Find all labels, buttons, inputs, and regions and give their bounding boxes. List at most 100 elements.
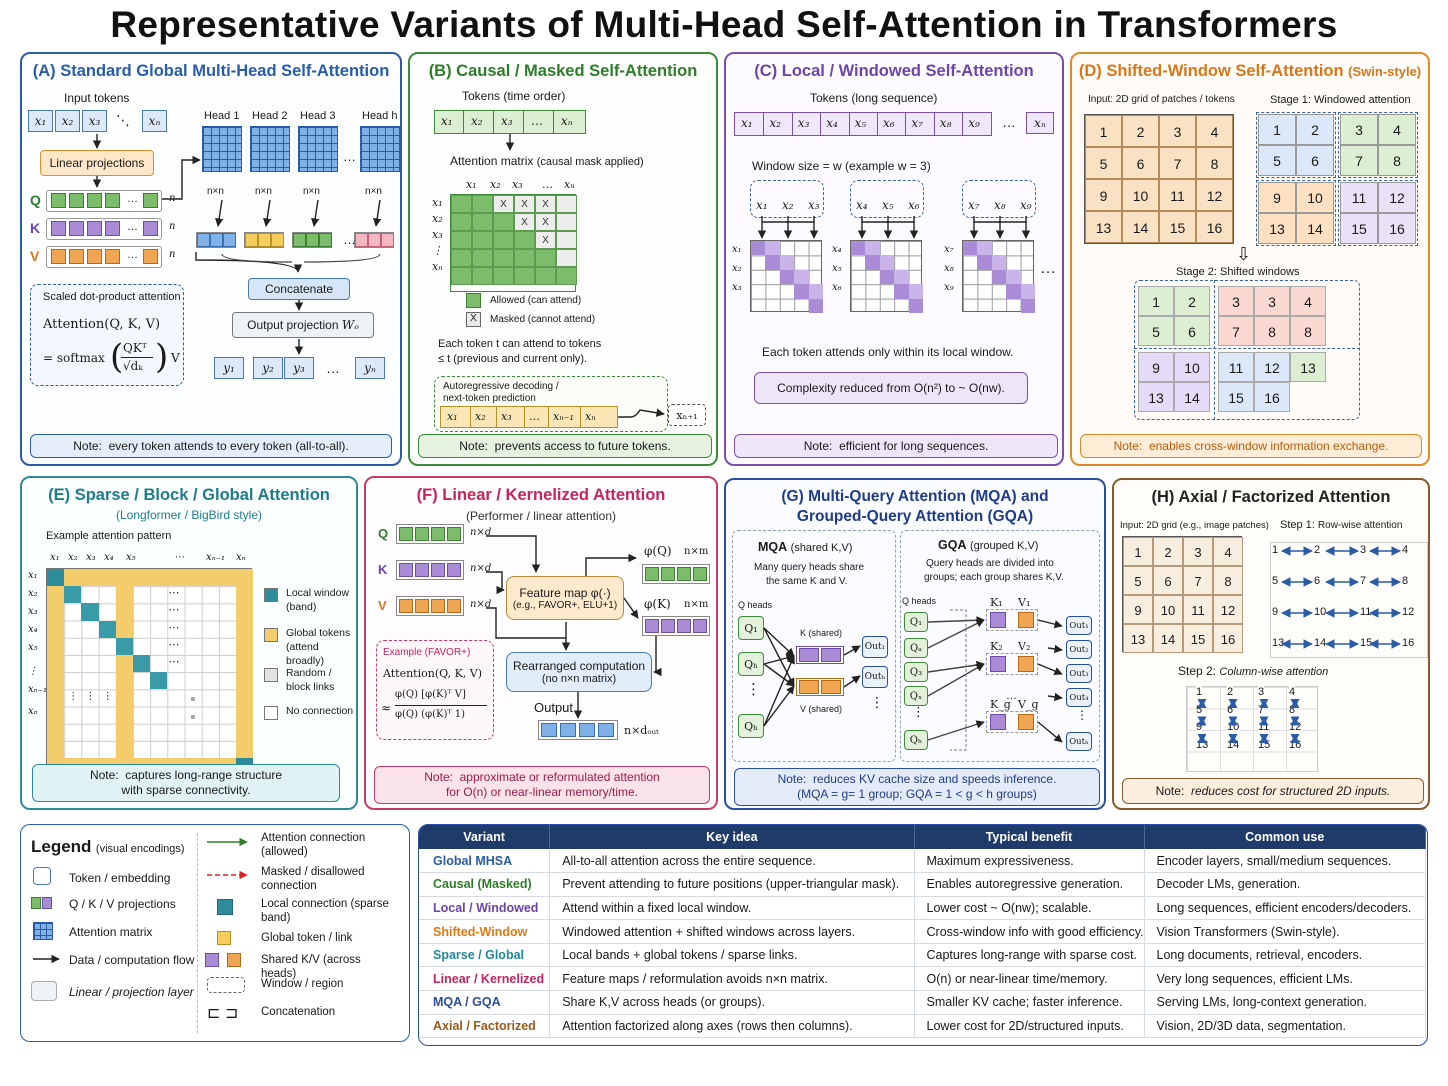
- matrix-sub: (causal mask applied): [536, 156, 644, 168]
- v-shared-label: V (shared): [800, 704, 843, 714]
- flow-arrow: [1047, 644, 1063, 654]
- row-token: 12: [1402, 606, 1415, 618]
- flow-arrow: [763, 655, 795, 727]
- feature-map-sub: (e.g., FAVOR+, ELU+1): [512, 599, 618, 611]
- qkv-cell: [447, 563, 461, 577]
- pattern-label: Example attention pattern: [46, 530, 172, 542]
- window-connector: [886, 216, 889, 223]
- head-output-cell: [368, 233, 381, 247]
- window-band-cell: [991, 255, 1007, 270]
- note-label: Note:: [424, 770, 453, 784]
- summary-row: Sparse / Global Local bands + global toke…: [419, 943, 1426, 968]
- grid-cell: 6: [1122, 147, 1159, 179]
- sparse-cell: [236, 706, 254, 724]
- note-text: efficient for long sequences.: [839, 439, 989, 453]
- window-connector: [973, 216, 998, 223]
- col-token: 1: [1196, 686, 1203, 698]
- mqa-query-head: Qₕ: [738, 652, 764, 676]
- gqa-output: Outₕ: [1066, 732, 1092, 751]
- col-token: 3: [1258, 686, 1265, 698]
- shifted-cell: 10: [1174, 352, 1210, 382]
- legend-label: Global tokens (attend broadly): [286, 626, 356, 668]
- summary-row: Axial / Factorized Attention factorized a…: [419, 1014, 1426, 1039]
- window-token: x₅: [882, 198, 894, 212]
- grid-cell: 15: [1159, 211, 1196, 243]
- favor-numerator: φ(Q) [φ(K)ᵀ V]: [395, 689, 466, 700]
- concat-brace: [195, 252, 303, 273]
- panel-d-title-suffix: (Swin-style): [1348, 64, 1422, 79]
- summary-row: Global MHSA All-to-all attention across t…: [419, 849, 1426, 874]
- window-row-label: x₅: [832, 263, 842, 274]
- window-row-label: x₉: [944, 282, 954, 293]
- panel-b: (B) Causal / Masked Self-Attention Token…: [408, 52, 718, 466]
- summary-cell: Lower cost for 2D/structured inputs.: [914, 1014, 1145, 1039]
- flow-arrow: [843, 645, 861, 656]
- token-divider: [933, 113, 935, 135]
- col-token: 11: [1258, 721, 1270, 733]
- shifted-cell: 11: [1218, 352, 1254, 382]
- output-ellipsis: …: [326, 360, 340, 376]
- favor-formula-1: Attention(Q, K, V): [383, 667, 483, 680]
- window-row-label: x₁: [732, 244, 742, 255]
- k-shared-label: K (shared): [800, 628, 843, 638]
- gqa-output: Out₁: [1066, 616, 1092, 635]
- page-title: Representative Variants of Multi-Head Se…: [110, 4, 1338, 45]
- token-divider: [553, 111, 554, 133]
- gqa-arrow: [927, 663, 985, 697]
- output-cell: [579, 723, 595, 737]
- window-band-cell: [908, 284, 923, 299]
- output-label: Output: [534, 700, 574, 715]
- vertical-dots: ⋮: [102, 691, 113, 703]
- projection-cell: [51, 249, 66, 264]
- axial-cell: 13: [1123, 624, 1153, 653]
- phi-cell: [645, 567, 659, 581]
- auto-divider: [524, 407, 525, 427]
- axial-cell: 3: [1183, 537, 1213, 566]
- sparse-cell: [47, 672, 65, 690]
- axial-cell: 10: [1153, 595, 1183, 624]
- summary-header-cell: Common use: [1144, 825, 1426, 849]
- local-desc: Each token attends only within its local…: [762, 345, 1014, 359]
- summary-header-row: Variant Key idea Typical benefit Common use: [419, 825, 1426, 849]
- matrix-row-label: x₃: [28, 606, 38, 617]
- panel-e-note: Note: captures long-range structure with…: [32, 764, 340, 802]
- row-token: 14: [1314, 637, 1327, 649]
- phi-k-strip: [642, 616, 710, 636]
- gqa-arrow: [927, 616, 985, 625]
- qkv-cell: [399, 599, 413, 613]
- summary-cell: Windowed attention + shifted windows acr…: [549, 919, 915, 944]
- axial-cell: 4: [1213, 537, 1243, 566]
- allowed-cell: [472, 249, 493, 267]
- summary-cell: Axial / Factorized: [419, 1014, 551, 1039]
- window-region-icon: [207, 977, 245, 993]
- token-divider: [877, 113, 878, 135]
- head-output-cell: [306, 233, 319, 247]
- feature-map-label: Feature map φ(·): [519, 585, 611, 600]
- sparse-cell: [115, 741, 133, 759]
- legend-text: Local window (band): [286, 587, 350, 613]
- token-divider: [905, 113, 907, 135]
- legend-swatch: [264, 588, 278, 602]
- grid-cell: 3: [1159, 115, 1196, 147]
- flow-arrow: [214, 199, 224, 227]
- rearranged-box: Rearranged computation (no n×n matrix): [506, 652, 652, 692]
- note-text: every token attends to every token (all-…: [108, 439, 349, 453]
- note-text-1: reduces KV cache size and speeds inferen…: [812, 772, 1057, 786]
- window-band-cell: [991, 269, 1007, 285]
- gqa-desc-1: Query heads are divided into: [926, 558, 1054, 569]
- head-label: Head 2: [252, 110, 288, 122]
- summary-header-cell: Variant: [419, 825, 551, 849]
- sparse-cell: [236, 723, 254, 741]
- panel-c: (C) Local / Windowed Self-Attention Toke…: [724, 52, 1064, 466]
- window-token: x₂: [782, 198, 794, 212]
- summary-row: Local / Windowed Attend within a fixed lo…: [419, 896, 1426, 921]
- wo-symbol: Wₒ: [341, 318, 359, 332]
- sparse-cell: [64, 586, 82, 604]
- summary-table: Variant Key idea Typical benefit Common use…: [419, 825, 1426, 1039]
- auto-token: x₂: [475, 410, 486, 423]
- panel-e-title: (E) Sparse / Block / Global Attention: [48, 486, 330, 504]
- window-band-cell: [894, 284, 909, 299]
- summary-cell: Share K,V across heads (or groups).: [549, 990, 915, 1015]
- window-cell: 2: [1296, 114, 1334, 145]
- v-shared-strip: [796, 678, 844, 696]
